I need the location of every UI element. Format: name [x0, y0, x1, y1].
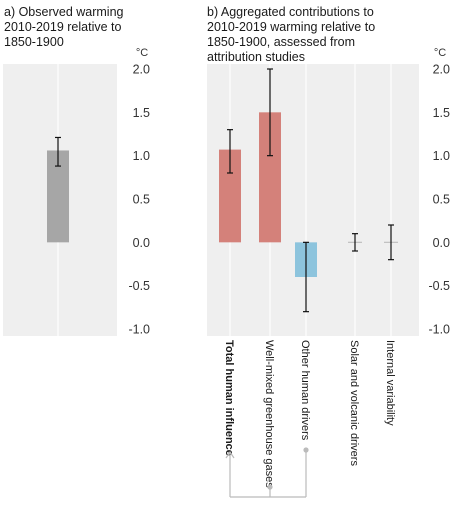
- panel-b-title-line-3: 1850-1900, assessed from: [207, 35, 355, 49]
- panel-b-plot: 2.0 1.5 1.0 0.5 0.0 -0.5 -1.0 Total human infl…: [207, 63, 450, 498]
- y-tick-label: 0.5: [433, 193, 450, 207]
- category-label: Other human drivers: [299, 340, 311, 441]
- panel-b-title-line-2: 2010-2019 warming relative to: [207, 20, 375, 34]
- y-tick-label: -0.5: [128, 279, 150, 293]
- y-tick-label: -0.5: [428, 279, 450, 293]
- panel-b-title: b) Aggregated contributions to 2010-2019…: [207, 5, 379, 64]
- y-tick-label: 1.5: [133, 106, 150, 120]
- panel-a-title-line-3: 1850-1900: [4, 35, 64, 49]
- category-label: Solar and volcanic drivers: [348, 340, 360, 466]
- panel-b-title-line-4: attribution studies: [207, 50, 305, 64]
- y-tick-label: 1.5: [433, 106, 450, 120]
- category-label: Well-mixed greenhouse gases: [263, 340, 275, 488]
- y-tick-label: 0.5: [133, 193, 150, 207]
- bar: [219, 149, 241, 243]
- bar: [259, 112, 281, 243]
- panel-b-y-axis: 2.0 1.5 1.0 0.5 0.0 -0.5 -1.0: [428, 63, 450, 337]
- y-tick-label: 1.0: [433, 149, 450, 163]
- panel-a-unit-label: °C: [136, 47, 148, 59]
- bar: [47, 150, 69, 243]
- panel-a-marks: [47, 136, 69, 243]
- y-tick-label: 2.0: [133, 63, 150, 77]
- panel-b-background: [207, 64, 419, 336]
- y-tick-label: -1.0: [128, 323, 150, 337]
- category-label: Total human influence: [223, 340, 235, 456]
- panel-b-marks: [219, 68, 398, 313]
- y-tick-label: 0.0: [133, 236, 150, 250]
- panel-a-plot: 2.0 1.5 1.0 0.5 0.0 -0.5 -1.0: [3, 63, 150, 337]
- panel-b-category-labels: Total human influence Well-mixed greenhou…: [223, 340, 396, 488]
- category-label: Internal variability: [384, 340, 396, 426]
- y-tick-label: 1.0: [133, 149, 150, 163]
- human-influence-bracket: [225, 447, 309, 498]
- y-tick-label: 2.0: [433, 63, 450, 77]
- panel-b-title-line-1: b) Aggregated contributions to: [207, 5, 374, 19]
- y-tick-label: -1.0: [428, 323, 450, 337]
- panel-a-y-axis: 2.0 1.5 1.0 0.5 0.0 -0.5 -1.0: [128, 63, 150, 337]
- bracket-dot-greenhouse: [267, 484, 273, 490]
- panel-a-title: a) Observed warming 2010-2019 relative t…: [4, 5, 127, 49]
- y-tick-label: 0.0: [433, 236, 450, 250]
- panel-a-title-line-2: 2010-2019 relative to: [4, 20, 121, 34]
- panel-b-unit-label: °C: [434, 47, 446, 59]
- panel-a-title-line-1: a) Observed warming: [4, 5, 124, 19]
- bracket-dot-other-human: [303, 447, 309, 453]
- bracket-arrowhead: [225, 450, 235, 459]
